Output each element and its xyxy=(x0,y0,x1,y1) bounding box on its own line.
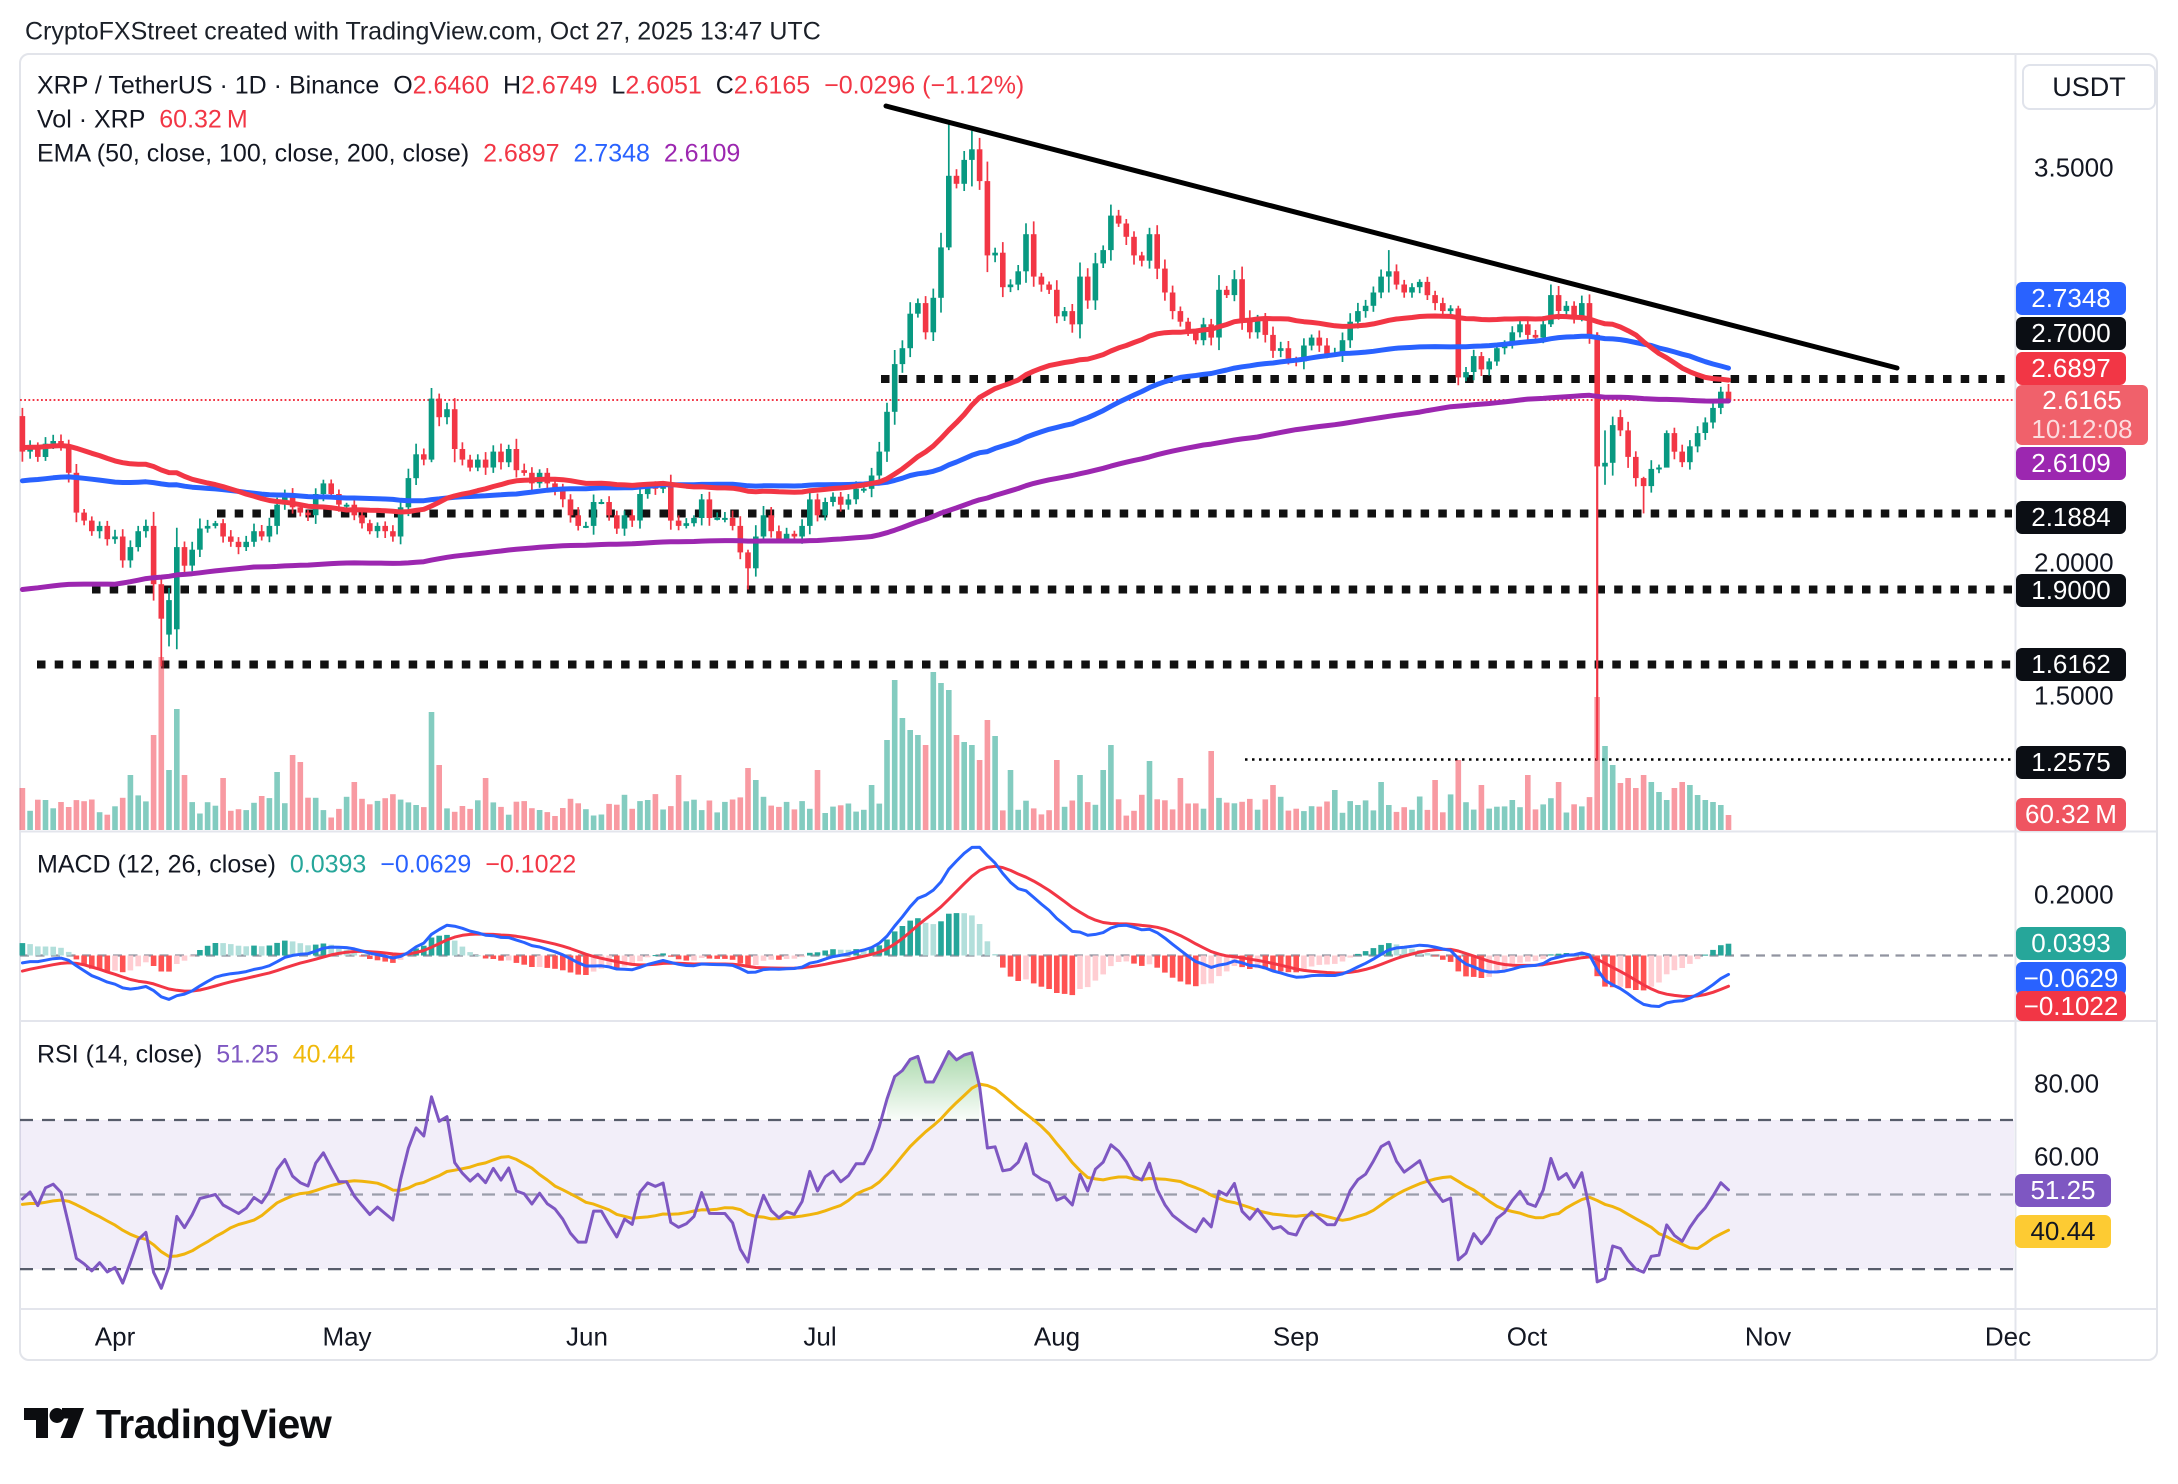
svg-text:TradingView: TradingView xyxy=(96,1401,332,1447)
